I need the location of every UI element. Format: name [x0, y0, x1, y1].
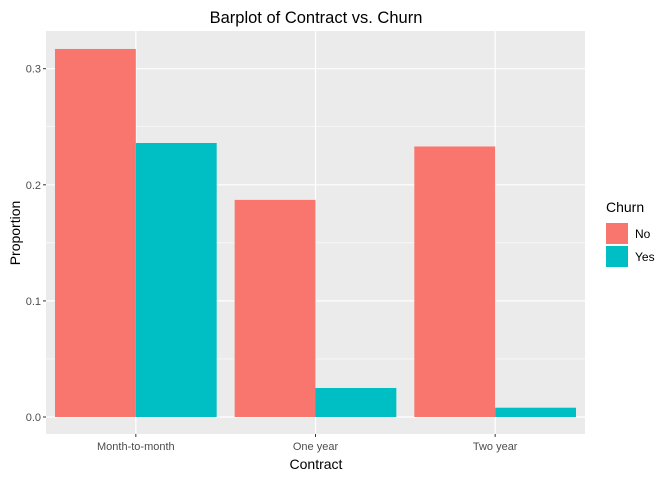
bars	[54, 48, 577, 417]
bar-yes-2	[315, 387, 397, 417]
legend-key-no	[606, 223, 628, 244]
bar-no-2	[234, 199, 316, 417]
y-tick-label: 0.3	[26, 64, 41, 76]
y-axis-ticks: 0.0 0.1 0.2 0.3	[26, 64, 46, 424]
chart-title: Barplot of Contract vs. Churn	[210, 9, 423, 27]
legend-title: Churn	[606, 199, 644, 215]
x-axis-ticks: Month-to-month One year Two year	[97, 434, 518, 453]
bar-yes-3	[495, 407, 577, 417]
legend: Churn No Yes	[606, 199, 655, 267]
y-tick-label: 0.1	[26, 296, 41, 308]
x-axis-title: Contract	[290, 456, 343, 472]
bar-yes-1	[135, 143, 217, 417]
x-tick-label: One year	[293, 441, 339, 453]
y-axis-title: Proportion	[7, 201, 23, 266]
legend-items: No Yes	[606, 223, 655, 267]
bar-no-3	[414, 146, 496, 417]
bar-no-1	[54, 48, 136, 417]
legend-label-no: No	[635, 227, 651, 241]
y-tick-label: 0.2	[26, 180, 41, 192]
x-tick-label: Two year	[473, 441, 518, 453]
legend-label-yes: Yes	[635, 250, 655, 264]
x-tick-label: Month-to-month	[97, 441, 175, 453]
legend-key-yes	[606, 246, 628, 267]
y-tick-label: 0.0	[26, 412, 41, 424]
